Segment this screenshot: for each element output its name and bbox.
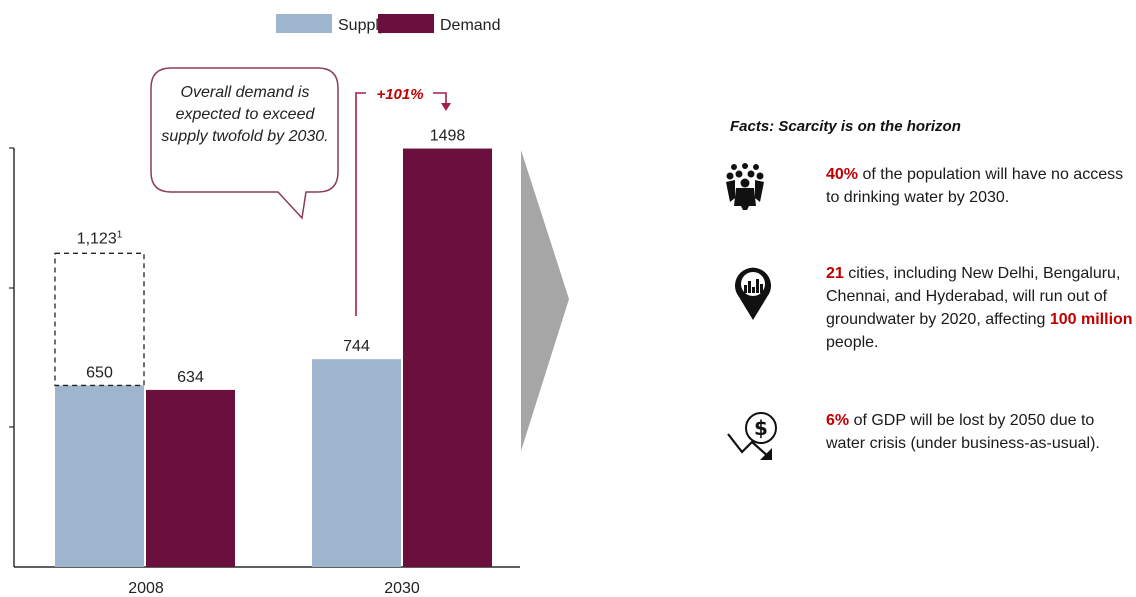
dashed-supply-box bbox=[54, 252, 145, 387]
dashed-box-label: 1,1231 bbox=[77, 229, 123, 247]
growth-label: +101% bbox=[376, 86, 423, 103]
growth-arrow-head bbox=[441, 103, 451, 111]
bar-supply-2030 bbox=[312, 359, 401, 567]
fact-1: 40% of the population will have no acces… bbox=[826, 163, 1136, 209]
fact-3-highlight: 6% bbox=[826, 412, 850, 429]
callout-text: Overall demand is expected to exceed sup… bbox=[161, 84, 329, 145]
fact-3: 6% of GDP will be lost by 2050 due to wa… bbox=[826, 409, 1136, 455]
fact-2-text-2: people. bbox=[826, 334, 879, 351]
bar-demand-2008 bbox=[146, 389, 235, 567]
legend-swatch-demand bbox=[378, 14, 434, 33]
value-label-demand-2008: 634 bbox=[177, 369, 204, 386]
fact-2-highlight: 21 bbox=[826, 265, 844, 282]
legend-swatch-supply bbox=[276, 14, 332, 33]
bar-demand-2030 bbox=[403, 148, 492, 568]
bar-supply-2008 bbox=[55, 385, 144, 567]
x-tick-label-2030: 2030 bbox=[384, 580, 420, 597]
fact-2: 21 cities, including New Delhi, Bengalur… bbox=[826, 262, 1136, 354]
fact-2-highlight-2: 100 million bbox=[1049, 311, 1133, 328]
crowd-icon bbox=[726, 163, 764, 210]
city-location-pin-icon bbox=[735, 267, 771, 320]
fact-2-text: cities, including New Delhi, Bengaluru, … bbox=[826, 265, 1121, 328]
fact-1-text: of the population will have no access to… bbox=[826, 166, 1124, 206]
value-label-supply-2030: 744 bbox=[343, 338, 370, 355]
growth-bracket bbox=[355, 92, 447, 316]
value-label-demand-2030: 1498 bbox=[430, 128, 466, 145]
chevron-arrow-icon bbox=[521, 150, 569, 451]
svg-text:$: $ bbox=[754, 416, 768, 440]
x-tick-label-2008: 2008 bbox=[128, 580, 164, 597]
fact-3-text: of GDP will be lost by 2050 due to water… bbox=[826, 412, 1100, 452]
facts-title: Facts: Scarcity is on the horizon bbox=[730, 118, 961, 135]
legend-label-demand: Demand bbox=[440, 17, 500, 34]
dollar-decline-icon: $ bbox=[727, 412, 777, 460]
legend-label-supply: Supply bbox=[338, 17, 387, 34]
fact-1-highlight: 40% bbox=[826, 166, 859, 183]
callout-bubble bbox=[150, 67, 339, 220]
value-label-supply-2008: 650 bbox=[86, 364, 113, 381]
